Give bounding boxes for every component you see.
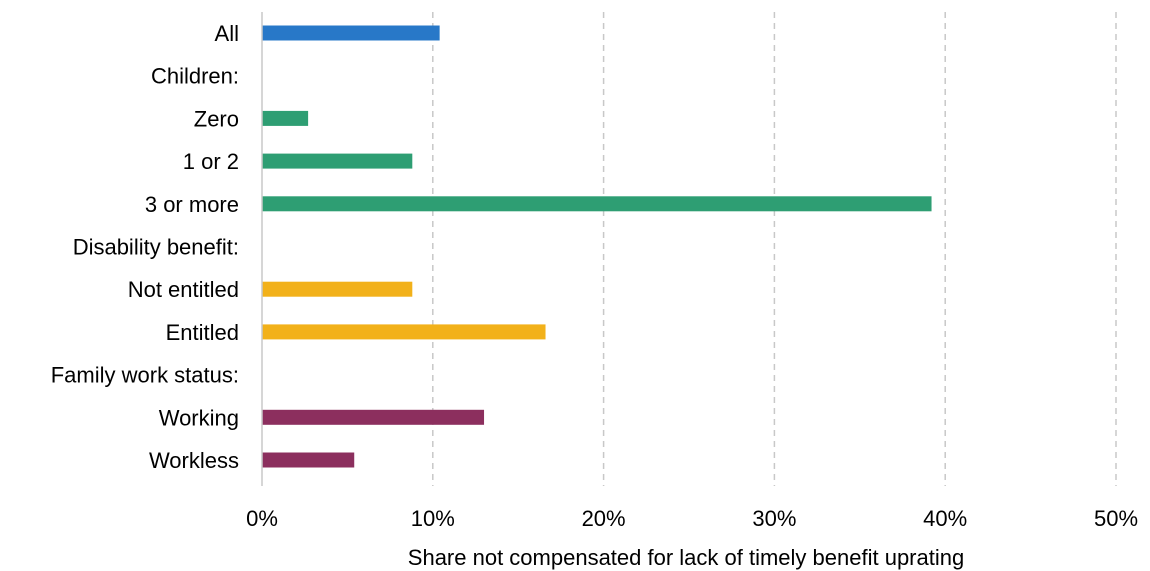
x-tick-label: 40% xyxy=(923,506,967,531)
bar xyxy=(262,153,413,169)
bar xyxy=(262,409,485,425)
category-label: Children: xyxy=(151,64,239,89)
x-tick-label: 20% xyxy=(582,506,626,531)
category-label: Not entitled xyxy=(128,277,239,302)
bar xyxy=(262,452,355,468)
bar xyxy=(262,324,546,340)
category-label: 1 or 2 xyxy=(183,149,239,174)
bar xyxy=(262,110,309,126)
category-label: Zero xyxy=(194,106,239,131)
bar xyxy=(262,25,440,41)
gridlines xyxy=(432,12,1117,486)
x-tick-label: 0% xyxy=(246,506,278,531)
x-tick-labels: 0% 10% 20% 30% 40% 50% xyxy=(246,506,1138,531)
x-tick-label: 50% xyxy=(1094,506,1138,531)
bar xyxy=(262,281,413,297)
bar xyxy=(262,196,932,212)
x-axis-title: Share not compensated for lack of timely… xyxy=(408,545,964,570)
category-label: All xyxy=(215,21,239,46)
category-label: Family work status: xyxy=(51,363,239,388)
category-labels: All Children: Zero 1 or 2 3 or more Disabilit… xyxy=(51,21,239,473)
category-label: Disability benefit: xyxy=(73,235,239,260)
category-label: Working xyxy=(159,405,239,430)
x-tick-label: 30% xyxy=(752,506,796,531)
category-label: Workless xyxy=(149,448,239,473)
bars xyxy=(262,25,932,468)
category-label: Entitled xyxy=(166,320,239,345)
x-tick-label: 10% xyxy=(411,506,455,531)
category-label: 3 or more xyxy=(145,192,239,217)
